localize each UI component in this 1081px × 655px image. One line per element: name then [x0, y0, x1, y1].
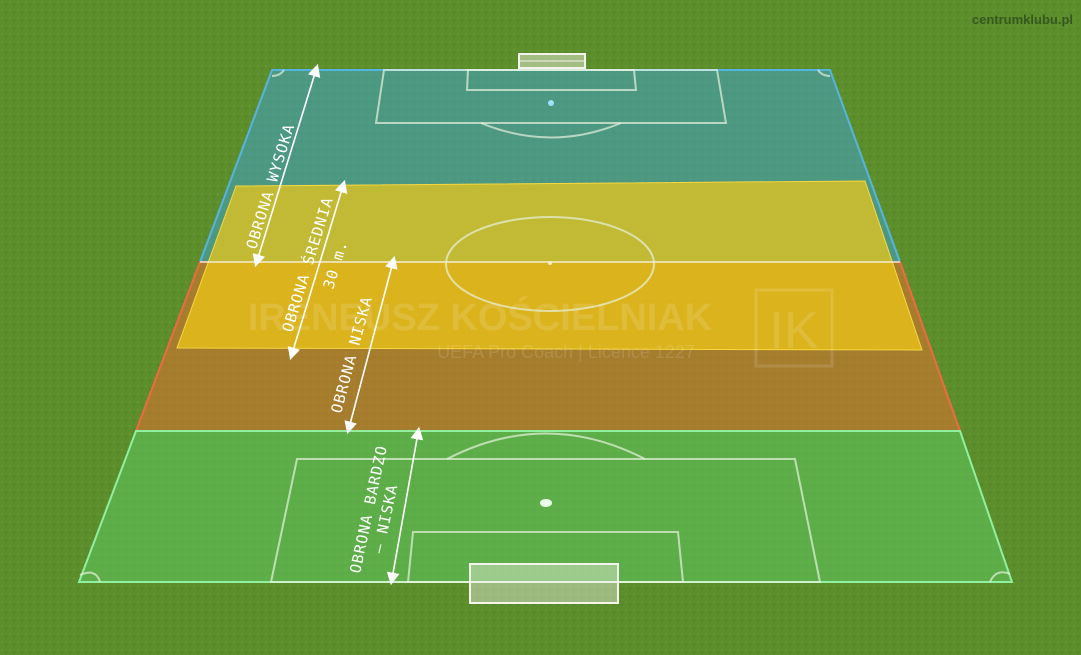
corner-arc-br [989, 571, 1011, 583]
arrow-mid [287, 179, 348, 361]
watermark-subtitle: UEFA Pro Coach | Licence 1227 [437, 342, 695, 362]
site-credit: centrumklubu.pl [971, 12, 1073, 27]
bottom-penalty-box [269, 458, 822, 583]
bottom-penalty-spot [540, 499, 552, 507]
top-penalty-spot [548, 100, 554, 106]
arrow-very-low [386, 426, 424, 586]
corner-arc-bl [79, 571, 101, 583]
bottom-goal [469, 563, 619, 604]
center-circle [445, 216, 655, 312]
watermark-logo-text: IK [769, 302, 818, 360]
top-goal [518, 53, 586, 69]
arrow-low [344, 255, 398, 435]
depth-arrows [252, 63, 424, 586]
center-spot [548, 261, 552, 265]
pitch-lines [79, 69, 1011, 583]
arrow-high [252, 63, 321, 268]
watermark-logo: IK [754, 288, 834, 368]
bottom-penalty-arc [446, 432, 646, 460]
corner-arc-tr [817, 69, 831, 77]
top-goal-area [465, 69, 638, 91]
watermark-name: IRENEUSZ KOŚCIELNIAK [248, 295, 713, 339]
top-penalty-arc [480, 122, 622, 139]
